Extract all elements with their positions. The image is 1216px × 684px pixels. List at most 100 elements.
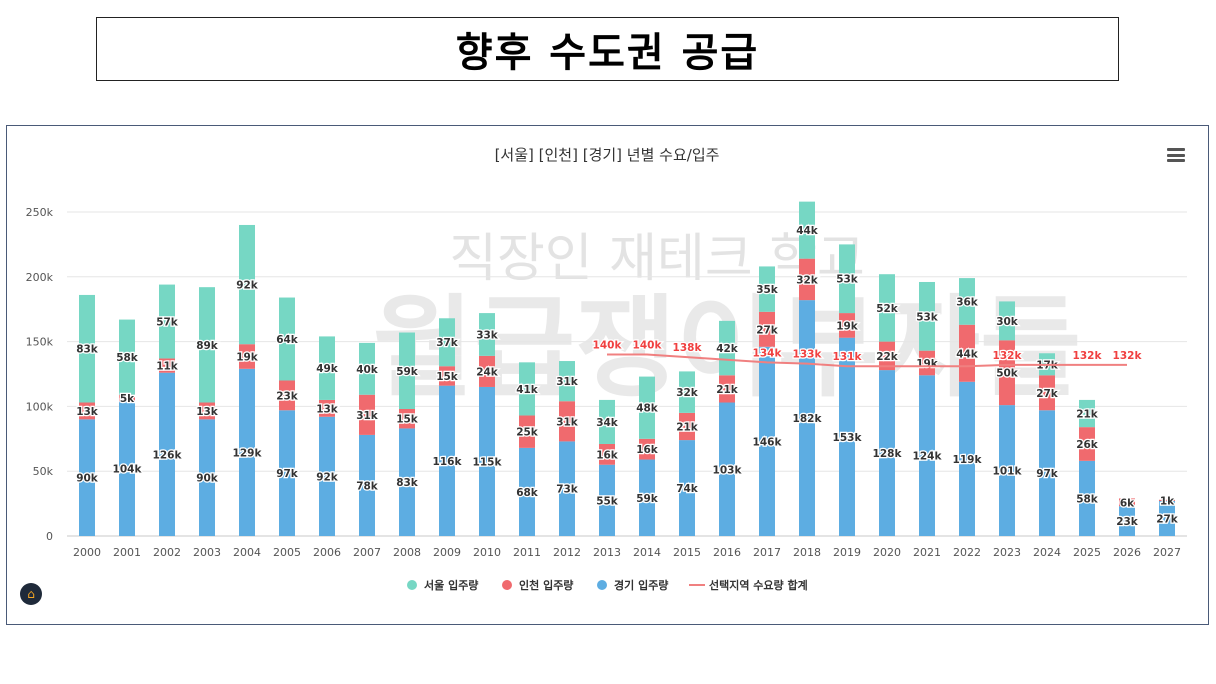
bar-data-label: 19k [236,352,259,364]
bar-경기-입주량 [679,440,695,536]
bar-data-label: 32k [796,274,819,286]
demand-line [607,353,1127,368]
bar-서울-입주량 [479,313,495,356]
bar-data-label: 53k [916,311,939,323]
bar-인천-입주량 [839,313,855,338]
x-tick-label: 2004 [233,546,261,559]
bar-서울-입주량 [999,301,1015,341]
x-tick-label: 2015 [673,546,701,559]
house-chart-logo-icon: ⌂ [20,583,42,605]
bar-인천-입주량 [359,394,375,435]
bar-data-label: 23k [276,390,299,402]
bar-서울-입주량 [119,319,135,395]
bar-경기-입주량 [479,386,495,536]
bar-경기-입주량 [159,372,175,536]
bar-경기-입주량 [319,416,335,536]
bar-data-label: 55k [596,495,619,507]
bar-서울-입주량 [199,287,215,403]
bar-인천-입주량 [1039,375,1055,411]
bar-data-label: 21k [716,384,739,396]
bar-data-label: 21k [1076,409,1099,421]
bar-data-label: 50k [996,368,1019,380]
x-tick-label: 2014 [633,546,661,559]
bar-data-label: 44k [956,348,979,360]
bar-경기-입주량 [1119,506,1135,536]
bar-인천-입주량 [399,408,415,429]
x-tick-label: 2010 [473,546,501,559]
x-tick-label: 2012 [553,546,581,559]
bar-서울-입주량 [359,342,375,395]
bar-경기-입주량 [119,401,135,536]
bar-data-label: 13k [316,403,339,415]
bar-경기-입주량 [399,428,415,536]
legend-label: 서울 입주량 [424,578,478,592]
bar-data-label: 74k [676,483,699,495]
x-tick-label: 2024 [1033,546,1061,559]
bar-인천-입주량 [479,355,495,387]
chart-panel: 직장인 재테크 학교월급쟁이부자들[서울] [인천] [경기] 년별 수요/입주… [6,125,1209,625]
bar-data-label: 32k [676,387,699,399]
bar-경기-입주량 [359,434,375,536]
bar-인천-입주량 [919,350,935,376]
bar-경기-입주량 [559,441,575,536]
bar-서울-입주량 [839,244,855,314]
bar-data-label: 37k [436,337,459,349]
bar-인천-입주량 [319,399,335,417]
bar-경기-입주량 [439,385,455,536]
y-tick-label: 150k [26,336,54,349]
bar-인천-입주량 [1079,427,1095,461]
x-tick-label: 2013 [593,546,621,559]
line-data-label: 131k [833,351,863,363]
bar-서울-입주량 [759,266,775,312]
bar-서울-입주량 [679,371,695,413]
bar-서울-입주량 [599,399,615,444]
bar-인천-입주량 [719,375,735,403]
bar-data-label: 59k [636,493,659,505]
bar-data-label: 68k [516,487,539,499]
bar-서울-입주량 [319,336,335,400]
bar-서울-입주량 [239,224,255,345]
bar-data-label: 31k [556,416,579,428]
bar-경기-입주량 [639,459,655,536]
bar-서울-입주량 [879,274,895,342]
bar-인천-입주량 [439,366,455,386]
bar-data-label: 53k [836,274,859,286]
x-tick-label: 2006 [313,546,341,559]
bar-data-label: 92k [316,471,339,483]
page-title: 향후 수도권 공급 [455,30,760,76]
bar-data-label: 6k [1120,497,1135,509]
bar-data-label: 13k [196,406,219,418]
bar-data-label: 182k [793,413,823,425]
x-tick-label: 2027 [1153,546,1181,559]
bar-data-label: 59k [396,366,419,378]
bar-인천-입주량 [559,401,575,442]
bar-data-label: 126k [153,449,183,461]
y-tick-label: 250k [26,206,54,219]
bar-data-label: 73k [556,484,579,496]
legend-label: 선택지역 수요량 합계 [709,578,808,592]
bar-경기-입주량 [1039,410,1055,536]
bar-서울-입주량 [279,297,295,381]
legend-label: 인천 입주량 [519,578,573,592]
x-tick-label: 2021 [913,546,941,559]
page-title-box: 향후 수도권 공급 [96,17,1119,81]
bar-경기-입주량 [599,464,615,536]
bar-data-label: 58k [1076,493,1099,505]
bar-서울-입주량 [959,278,975,325]
hamburger-menu-icon[interactable] [1167,148,1185,162]
bar-data-label: 90k [196,473,219,485]
x-tick-label: 2008 [393,546,421,559]
bar-인천-입주량 [279,380,295,411]
bar-data-label: 44k [796,225,819,237]
bar-data-label: 78k [356,480,379,492]
bar-인천-입주량 [679,412,695,441]
x-tick-label: 2022 [953,546,981,559]
bar-경기-입주량 [759,346,775,536]
bar-인천-입주량 [799,258,815,301]
y-tick-label: 0 [46,530,53,543]
bar-data-label: 104k [113,464,143,476]
bar-data-label: 31k [556,376,579,388]
watermark-line1: 직장인 재테크 학교 [449,229,865,289]
bar-data-label: 19k [916,358,939,370]
bar-data-label: 83k [76,344,99,356]
